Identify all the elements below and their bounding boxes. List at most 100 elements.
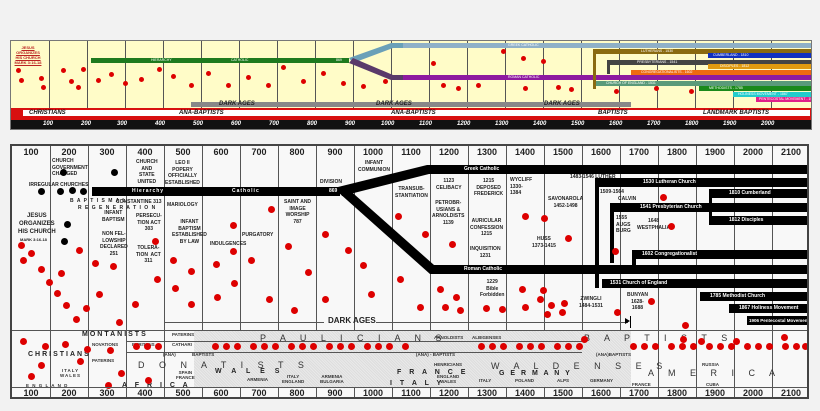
axis-tick: 600 — [231, 121, 242, 127]
irregular-church-dot — [60, 169, 67, 176]
church-dot — [54, 290, 61, 297]
dark-ages-line-right — [376, 322, 628, 323]
century-label: 1900 — [704, 388, 726, 398]
column-divider — [239, 41, 240, 109]
church-dot — [802, 343, 807, 350]
church-dot — [28, 373, 35, 380]
church-dot — [489, 343, 496, 350]
label-italy-2: ITALY — [479, 378, 492, 383]
axis-tick: 200 — [81, 121, 92, 127]
church-dot — [250, 343, 257, 350]
label-france: F R A N C E — [397, 369, 469, 376]
note-saint-image-worship: SAINT AND IMAGE WORSHIP 787 — [284, 199, 312, 225]
presbyterians-stem — [607, 60, 610, 74]
church-dot — [38, 362, 45, 369]
church-dot — [73, 316, 80, 323]
axis-tick: 900 — [345, 121, 356, 127]
division-fork — [338, 165, 442, 274]
note-infant-communion: INFANT COMMUNION — [358, 160, 390, 173]
label-germany-big: G E R M A N Y — [499, 370, 572, 377]
church-dot — [431, 61, 436, 66]
church-dot — [291, 307, 298, 314]
label-italy-wales: ITALY WALES — [60, 368, 82, 378]
lutherans-stem — [593, 49, 596, 89]
church-dot — [61, 68, 66, 73]
church-dot — [139, 77, 144, 82]
church-dot — [544, 311, 551, 318]
label-novations: NOVATIONS — [92, 342, 119, 347]
church-dot — [170, 257, 177, 264]
century-label: 100 — [23, 388, 39, 398]
jesus-organizes-note: JESUS ORGANIZES HIS CHURCH MARK 3:16-18 — [14, 45, 42, 65]
column-divider — [353, 41, 354, 109]
lineage-label: BAPTISTS — [598, 110, 628, 116]
church-dot — [360, 262, 367, 269]
note-calvin: CALVIN — [618, 196, 637, 202]
church-dot — [157, 67, 162, 72]
lutheran-church-bar: 1530 Lutheran Church — [595, 178, 807, 187]
church-dot — [706, 343, 713, 350]
church-dot — [375, 343, 382, 350]
label-puritans: PURITANS — [132, 342, 155, 347]
label-paterins-2: PATERINS — [92, 358, 115, 363]
church-dot — [305, 269, 312, 276]
church-dot — [538, 343, 545, 350]
column-divider — [126, 146, 127, 397]
church-dot — [523, 86, 528, 91]
greek-catholic-bar: GREEK CATHOLIC — [403, 43, 811, 48]
label-baptists-big: B A P T I S T S — [584, 333, 734, 343]
irregular-church-dot — [61, 238, 68, 245]
church-dot — [781, 334, 788, 341]
note-leo-popery: LEO II POPERY OFFICIALLY ESTABLISHED — [165, 160, 200, 186]
greek-catholic-bar: Greek Catholic — [434, 165, 807, 174]
church-dot — [668, 223, 675, 230]
church-dot — [499, 306, 506, 313]
label-henricians: HENRICIANS — [434, 362, 463, 367]
church-dot — [81, 67, 86, 72]
axis-tick: 800 — [307, 121, 318, 127]
irregular-church-dot — [69, 187, 76, 194]
axis-tick: 400 — [155, 121, 166, 127]
cumberland-stem — [709, 189, 712, 225]
label-cuba: CUBA — [706, 382, 719, 387]
label-cathari: CATHARI — [172, 342, 192, 347]
label-england-wales: ENGLAND WALES — [437, 374, 460, 384]
label-wales: W A L E S — [215, 368, 284, 375]
church-dot — [63, 302, 70, 309]
church-dot — [397, 276, 404, 283]
note-luther: 1483-1546 LUTHER — [570, 174, 616, 180]
note-mariology: MARIOLOGY — [167, 202, 198, 208]
church-dot — [62, 341, 69, 348]
church-dot — [20, 338, 27, 345]
column-divider — [88, 146, 89, 397]
church-dot — [231, 280, 238, 287]
roman-catholic-bar: ROMAN CATHOLIC — [403, 75, 811, 80]
church-dot — [540, 287, 547, 294]
church-dot — [449, 241, 456, 248]
label-france-2: FRANCE — [632, 382, 651, 387]
irregular-church-dot — [64, 221, 71, 228]
note-toleration-act: TOLERA- TION ACT 311 — [136, 245, 161, 264]
axis-tick: 1600 — [609, 121, 623, 127]
century-label: 400 — [137, 388, 153, 398]
dark-ages-end-mark — [630, 316, 631, 328]
church-dot — [654, 86, 659, 91]
label-england: E N G L A N D — [26, 383, 69, 388]
century-label: 1200 — [438, 388, 460, 398]
church-dot — [755, 343, 762, 350]
church-dot — [301, 79, 306, 84]
church-dot — [386, 343, 393, 350]
label-alps: ALPS — [557, 378, 570, 383]
century-label: 1100 — [401, 147, 421, 157]
church-dot — [554, 343, 561, 350]
axis-tick: 1300 — [495, 121, 509, 127]
lutheran-stem — [595, 182, 599, 288]
church-dot — [144, 343, 151, 350]
methodist-church-bar: 1785 Methodist Church — [700, 292, 807, 301]
division-fork — [349, 43, 411, 80]
lineage-label: ANA-BAPTISTS — [179, 110, 224, 116]
column-divider — [201, 41, 202, 109]
church-dot — [521, 56, 526, 61]
church-dot — [652, 343, 659, 350]
century-label: 400 — [137, 147, 153, 157]
